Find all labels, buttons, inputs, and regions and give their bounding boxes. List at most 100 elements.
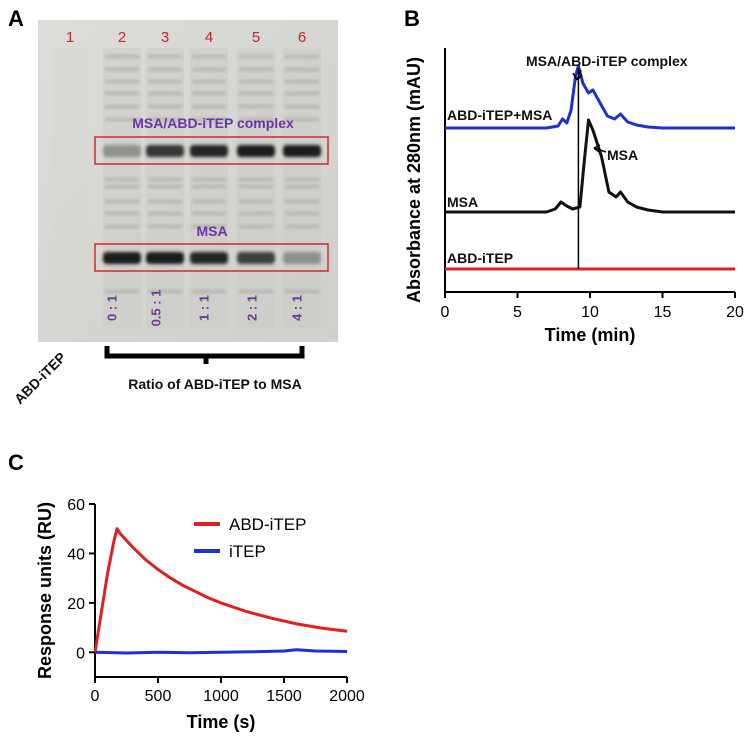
x-tick-label: 1000 xyxy=(203,688,239,705)
faint-band xyxy=(239,55,273,58)
complex-band-box xyxy=(94,136,329,165)
panel-c-letter: C xyxy=(8,450,24,475)
faint-band xyxy=(192,80,226,83)
faint-band xyxy=(239,185,273,188)
faint-band xyxy=(285,212,319,215)
faint-band xyxy=(192,225,226,228)
x-tick-label: 1500 xyxy=(266,688,302,705)
faint-band xyxy=(239,178,273,181)
faint-band xyxy=(148,200,182,203)
faint-band xyxy=(285,200,319,203)
faint-band xyxy=(148,80,182,83)
faint-band xyxy=(192,105,226,108)
faint-band xyxy=(105,92,139,95)
panel-b: B 0 5 10 15 20 Time (min) Absorbance at 280nm … xyxy=(404,6,744,345)
faint-band xyxy=(105,105,139,108)
faint-band xyxy=(239,200,273,203)
series-line xyxy=(445,64,735,130)
faint-band xyxy=(105,68,139,71)
lane-number: 6 xyxy=(298,29,306,46)
panel-a-letter: A xyxy=(8,6,24,31)
ratio-label: 4 : 1 xyxy=(290,295,305,321)
annotation-msa: MSA xyxy=(607,147,638,163)
msa-band xyxy=(237,252,275,264)
msa-band-label: MSA xyxy=(196,223,227,239)
faint-band xyxy=(148,178,182,181)
lane-number: 1 xyxy=(66,29,74,46)
x-tick-label: 20 xyxy=(726,304,744,321)
legend-label: iTEP xyxy=(229,542,266,561)
msa-band xyxy=(283,252,321,264)
faint-band xyxy=(285,105,319,108)
abd-itep-lane-label: ABD-iTEP xyxy=(11,349,69,407)
faint-band xyxy=(192,212,226,215)
faint-band xyxy=(148,55,182,58)
x-tick-label: 0 xyxy=(91,688,100,705)
legend-label: ABD-iTEP xyxy=(229,515,306,534)
faint-band xyxy=(192,68,226,71)
faint-band xyxy=(285,118,319,121)
faint-band xyxy=(285,68,319,71)
faint-band xyxy=(239,105,273,108)
y-tick-label: 40 xyxy=(67,546,85,563)
faint-band xyxy=(148,92,182,95)
faint-band xyxy=(105,225,139,228)
faint-band xyxy=(192,55,226,58)
faint-band xyxy=(285,225,319,228)
x-tick-label: 5 xyxy=(513,304,522,321)
faint-band xyxy=(192,118,226,121)
faint-band xyxy=(239,225,273,228)
faint-band xyxy=(285,92,319,95)
series-line xyxy=(445,118,735,214)
x-tick-label: 10 xyxy=(581,304,599,321)
faint-band xyxy=(105,178,139,181)
chart-b: 0 5 10 15 20 Time (min) Absorbance at 280nm (m… xyxy=(404,48,744,345)
complex-band-label: MSA/ABD-iTEP complex xyxy=(132,115,294,131)
y-axis-title: Response units (RU) xyxy=(35,502,55,679)
y-axis-title: Absorbance at 280nm (mAU) xyxy=(404,57,424,303)
x-axis-title: Time (min) xyxy=(545,325,636,345)
msa-band xyxy=(190,252,228,264)
faint-band xyxy=(148,185,182,188)
complex-band xyxy=(190,145,228,157)
faint-band xyxy=(192,92,226,95)
complex-band xyxy=(283,145,321,157)
faint-band xyxy=(239,290,273,293)
x-tick-label: 500 xyxy=(145,688,172,705)
y-tick-label: 20 xyxy=(67,596,85,613)
msa-band-box xyxy=(94,243,329,272)
faint-band xyxy=(105,80,139,83)
faint-band xyxy=(239,92,273,95)
gel-lane xyxy=(51,48,89,328)
panel-a: A 1 2 3 4 5 6 MSA/ABD-iTEP complex MSA 0… xyxy=(8,6,338,407)
faint-band xyxy=(239,80,273,83)
annotation-arrow xyxy=(572,69,583,81)
complex-band xyxy=(237,145,275,157)
panel-b-letter: B xyxy=(404,6,420,31)
faint-band xyxy=(148,68,182,71)
lane-number: 2 xyxy=(118,29,126,46)
series-label: ABD-iTEP+MSA xyxy=(447,107,552,123)
lane-number: 4 xyxy=(205,29,213,46)
faint-band xyxy=(105,212,139,215)
faint-band xyxy=(105,185,139,188)
y-tick-label: 60 xyxy=(67,497,85,514)
faint-band xyxy=(285,80,319,83)
faint-band xyxy=(192,200,226,203)
ratio-label: 1 : 1 xyxy=(197,295,212,321)
complex-band xyxy=(103,145,141,157)
ratio-bracket xyxy=(104,346,305,364)
faint-band xyxy=(148,118,182,121)
x-tick-label: 0 xyxy=(441,304,450,321)
faint-band xyxy=(148,105,182,108)
chart-c: 0 500 1000 1500 2000 0 20 40 60 Time (s) Response … xyxy=(35,497,365,732)
series-line xyxy=(93,527,348,653)
series-label: MSA xyxy=(447,194,478,210)
faint-band xyxy=(105,290,139,293)
panel-c: C 0 500 1000 1500 2000 0 20 40 60 Time (s) Respons… xyxy=(8,450,365,732)
complex-band xyxy=(146,145,184,157)
faint-band xyxy=(105,118,139,121)
faint-band xyxy=(148,225,182,228)
lane-number: 5 xyxy=(252,29,260,46)
